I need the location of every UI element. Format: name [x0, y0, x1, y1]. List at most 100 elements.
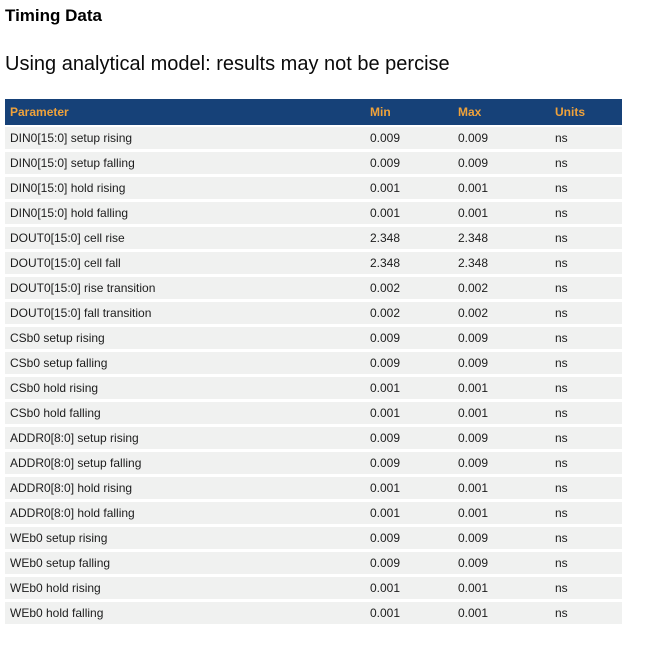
parameter-cell: WEb0 hold rising — [10, 581, 101, 595]
table-row: WEb0 hold rising 0.001 0.001 ns — [5, 577, 622, 599]
parameter-cell: ADDR0[8:0] setup rising — [10, 431, 139, 445]
table-row: CSb0 hold rising 0.001 0.001 ns — [5, 377, 622, 399]
max-cell: 0.001 — [458, 581, 489, 595]
min-cell: 0.009 — [370, 556, 401, 570]
max-cell: 2.348 — [458, 256, 489, 270]
min-cell: 0.001 — [370, 506, 401, 520]
min-cell: 0.002 — [370, 306, 401, 320]
max-cell: 0.002 — [458, 281, 489, 295]
units-cell: ns — [555, 481, 568, 495]
max-cell: 0.009 — [458, 156, 489, 170]
table-header-row: Parameter Min Max Units — [5, 99, 622, 125]
page-title: Timing Data — [5, 6, 102, 25]
min-cell: 0.001 — [370, 181, 401, 195]
table-row: DOUT0[15:0] cell rise 2.348 2.348 ns — [5, 227, 622, 249]
min-cell: 0.002 — [370, 281, 401, 295]
min-cell: 0.009 — [370, 131, 401, 145]
units-cell: ns — [555, 331, 568, 345]
column-header-max: Max — [458, 105, 482, 119]
table-row: WEb0 setup rising 0.009 0.009 ns — [5, 527, 622, 549]
parameter-cell: CSb0 setup falling — [10, 356, 108, 370]
column-header-min: Min — [370, 105, 391, 119]
max-cell: 0.009 — [458, 456, 489, 470]
units-cell: ns — [555, 156, 568, 170]
max-cell: 0.001 — [458, 406, 489, 420]
max-cell: 0.009 — [458, 556, 489, 570]
max-cell: 0.009 — [458, 131, 489, 145]
table-row: CSb0 setup falling 0.009 0.009 ns — [5, 352, 622, 374]
min-cell: 0.001 — [370, 381, 401, 395]
max-cell: 0.009 — [458, 531, 489, 545]
parameter-cell: DOUT0[15:0] fall transition — [10, 306, 152, 320]
units-cell: ns — [555, 606, 568, 620]
parameter-cell: DIN0[15:0] setup falling — [10, 156, 135, 170]
min-cell: 2.348 — [370, 231, 401, 245]
units-cell: ns — [555, 406, 568, 420]
units-cell: ns — [555, 306, 568, 320]
units-cell: ns — [555, 181, 568, 195]
units-cell: ns — [555, 131, 568, 145]
units-cell: ns — [555, 581, 568, 595]
units-cell: ns — [555, 531, 568, 545]
max-cell: 0.009 — [458, 356, 489, 370]
min-cell: 0.001 — [370, 481, 401, 495]
units-cell: ns — [555, 456, 568, 470]
max-cell: 0.001 — [458, 181, 489, 195]
max-cell: 0.009 — [458, 431, 489, 445]
min-cell: 0.001 — [370, 206, 401, 220]
table-row: CSb0 hold falling 0.001 0.001 ns — [5, 402, 622, 424]
parameter-cell: DIN0[15:0] hold rising — [10, 181, 126, 195]
column-header-parameter: Parameter — [10, 105, 69, 119]
timing-data-table: Parameter Min Max Units DIN0[15:0] setup… — [5, 99, 622, 624]
units-cell: ns — [555, 206, 568, 220]
parameter-cell: DIN0[15:0] setup rising — [10, 131, 133, 145]
max-cell: 2.348 — [458, 231, 489, 245]
units-cell: ns — [555, 281, 568, 295]
min-cell: 0.009 — [370, 331, 401, 345]
units-cell: ns — [555, 506, 568, 520]
max-cell: 0.002 — [458, 306, 489, 320]
parameter-cell: DOUT0[15:0] cell rise — [10, 231, 125, 245]
max-cell: 0.009 — [458, 331, 489, 345]
table-row: DIN0[15:0] hold falling 0.001 0.001 ns — [5, 202, 622, 224]
max-cell: 0.001 — [458, 481, 489, 495]
min-cell: 0.001 — [370, 581, 401, 595]
max-cell: 0.001 — [458, 506, 489, 520]
table-row: DOUT0[15:0] rise transition 0.002 0.002 ns — [5, 277, 622, 299]
parameter-cell: CSb0 hold rising — [10, 381, 99, 395]
table-row: ADDR0[8:0] hold rising 0.001 0.001 ns — [5, 477, 622, 499]
page-subtitle: Using analytical model: results may not … — [5, 53, 450, 75]
table-row: CSb0 setup rising 0.009 0.009 ns — [5, 327, 622, 349]
min-cell: 0.009 — [370, 156, 401, 170]
max-cell: 0.001 — [458, 206, 489, 220]
table-row: ADDR0[8:0] setup rising 0.009 0.009 ns — [5, 427, 622, 449]
table-row: ADDR0[8:0] setup falling 0.009 0.009 ns — [5, 452, 622, 474]
parameter-cell: ADDR0[8:0] hold rising — [10, 481, 133, 495]
parameter-cell: ADDR0[8:0] setup falling — [10, 456, 142, 470]
timing-report-page: Timing Data Using analytical model: resu… — [5, 6, 622, 624]
min-cell: 0.009 — [370, 431, 401, 445]
units-cell: ns — [555, 556, 568, 570]
table-row: WEb0 hold falling 0.001 0.001 ns — [5, 602, 622, 624]
min-cell: 0.009 — [370, 456, 401, 470]
units-cell: ns — [555, 256, 568, 270]
min-cell: 0.001 — [370, 406, 401, 420]
units-cell: ns — [555, 431, 568, 445]
parameter-cell: DIN0[15:0] hold falling — [10, 206, 129, 220]
units-cell: ns — [555, 231, 568, 245]
table-row: ADDR0[8:0] hold falling 0.001 0.001 ns — [5, 502, 622, 524]
parameter-cell: ADDR0[8:0] hold falling — [10, 506, 135, 520]
min-cell: 0.001 — [370, 606, 401, 620]
parameter-cell: WEb0 hold falling — [10, 606, 104, 620]
table-row: DOUT0[15:0] fall transition 0.002 0.002 ns — [5, 302, 622, 324]
parameter-cell: CSb0 setup rising — [10, 331, 105, 345]
min-cell: 0.009 — [370, 531, 401, 545]
table-body: DIN0[15:0] setup rising 0.009 0.009 ns DIN0[… — [5, 127, 622, 624]
table-row: WEb0 setup falling 0.009 0.009 ns — [5, 552, 622, 574]
min-cell: 2.348 — [370, 256, 401, 270]
parameter-cell: WEb0 setup rising — [10, 531, 108, 545]
units-cell: ns — [555, 381, 568, 395]
units-cell: ns — [555, 356, 568, 370]
parameter-cell: WEb0 setup falling — [10, 556, 111, 570]
table-row: DIN0[15:0] setup rising 0.009 0.009 ns — [5, 127, 622, 149]
